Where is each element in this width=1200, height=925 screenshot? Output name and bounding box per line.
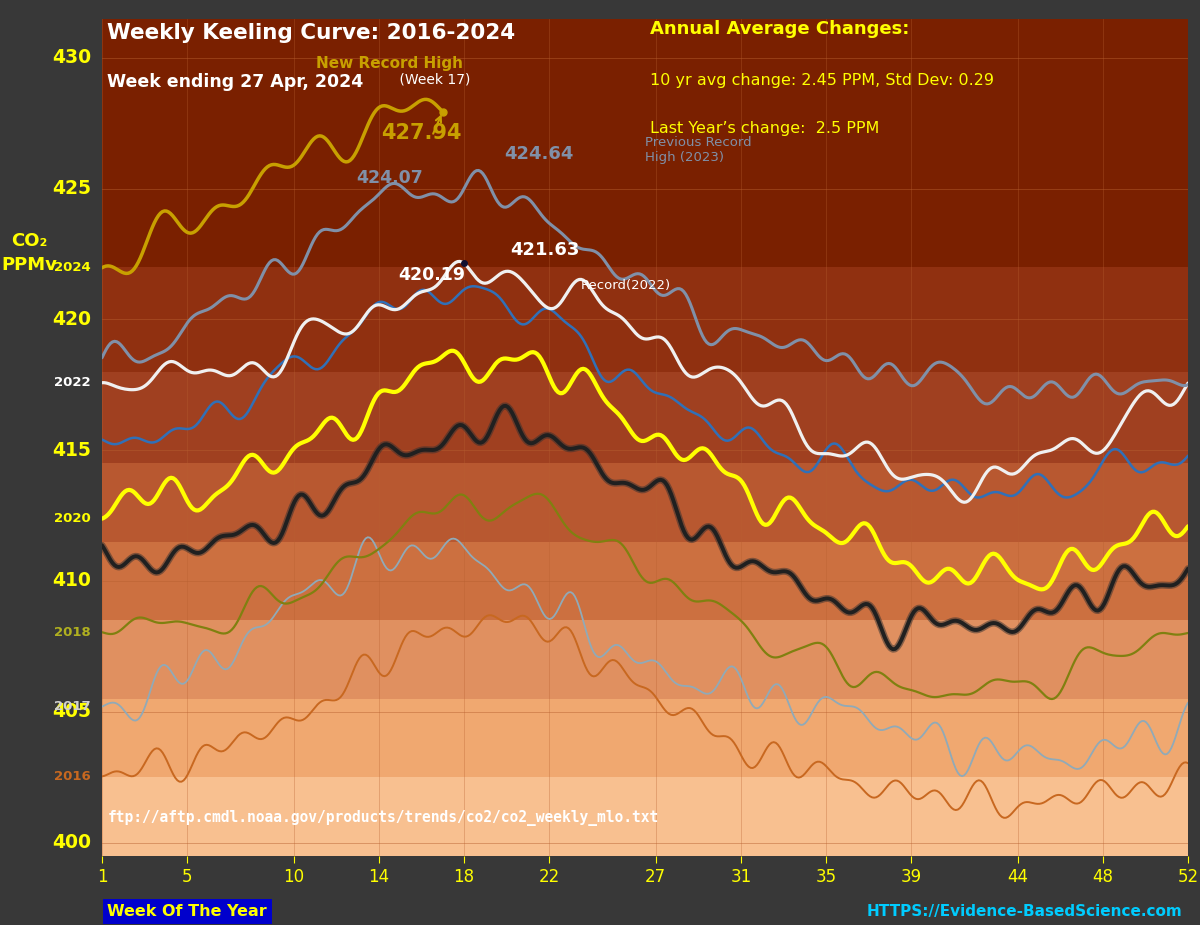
Bar [102,542,1188,620]
Text: Weekly Keeling Curve: 2016-2024: Weekly Keeling Curve: 2016-2024 [108,23,516,43]
Text: 400: 400 [52,833,91,852]
Bar [102,463,1188,542]
Text: 2018: 2018 [54,625,91,638]
Text: 430: 430 [52,48,91,68]
Bar [102,777,1188,856]
Text: 415: 415 [52,440,91,460]
Text: Annual Average Changes:: Annual Average Changes: [650,20,910,38]
Text: ftp://aftp.cmdl.noaa.gov/products/trends/co2/co2_weekly_mlo.txt: ftp://aftp.cmdl.noaa.gov/products/trends… [108,810,659,826]
Text: Previous Record
High (2023): Previous Record High (2023) [646,136,751,164]
Text: 424.64: 424.64 [504,144,574,163]
Text: Week Of The Year: Week Of The Year [108,904,268,919]
Text: 2022: 2022 [54,376,91,389]
Text: Record(2022): Record(2022) [581,279,671,292]
Bar [102,698,1188,777]
Text: 410: 410 [52,572,91,590]
Text: New Record High: New Record High [316,56,463,71]
Text: 2020: 2020 [54,512,91,525]
Bar [102,620,1188,698]
Text: 421.63: 421.63 [510,241,580,259]
Text: Week ending 27 Apr, 2024: Week ending 27 Apr, 2024 [108,73,364,91]
Text: 427.94: 427.94 [382,123,462,143]
Text: 2016: 2016 [54,770,91,783]
Text: Last Year’s change:  2.5 PPM: Last Year’s change: 2.5 PPM [650,120,880,136]
Text: 425: 425 [52,179,91,198]
Bar [102,267,1188,372]
Bar [102,372,1188,463]
Text: 420.19: 420.19 [398,265,466,284]
Text: CO₂
PPMv: CO₂ PPMv [2,232,58,274]
Text: 424.07: 424.07 [356,169,422,187]
Text: 2024: 2024 [54,261,91,274]
Text: 405: 405 [52,702,91,722]
Text: HTTPS://Evidence-BasedScience.com: HTTPS://Evidence-BasedScience.com [866,904,1182,919]
Text: (Week 17): (Week 17) [395,73,470,87]
Text: 420: 420 [52,310,91,329]
Text: 2017: 2017 [54,700,91,713]
Text: 10 yr avg change: 2.45 PPM, Std Dev: 0.29: 10 yr avg change: 2.45 PPM, Std Dev: 0.2… [650,73,995,88]
Bar [102,18,1188,267]
